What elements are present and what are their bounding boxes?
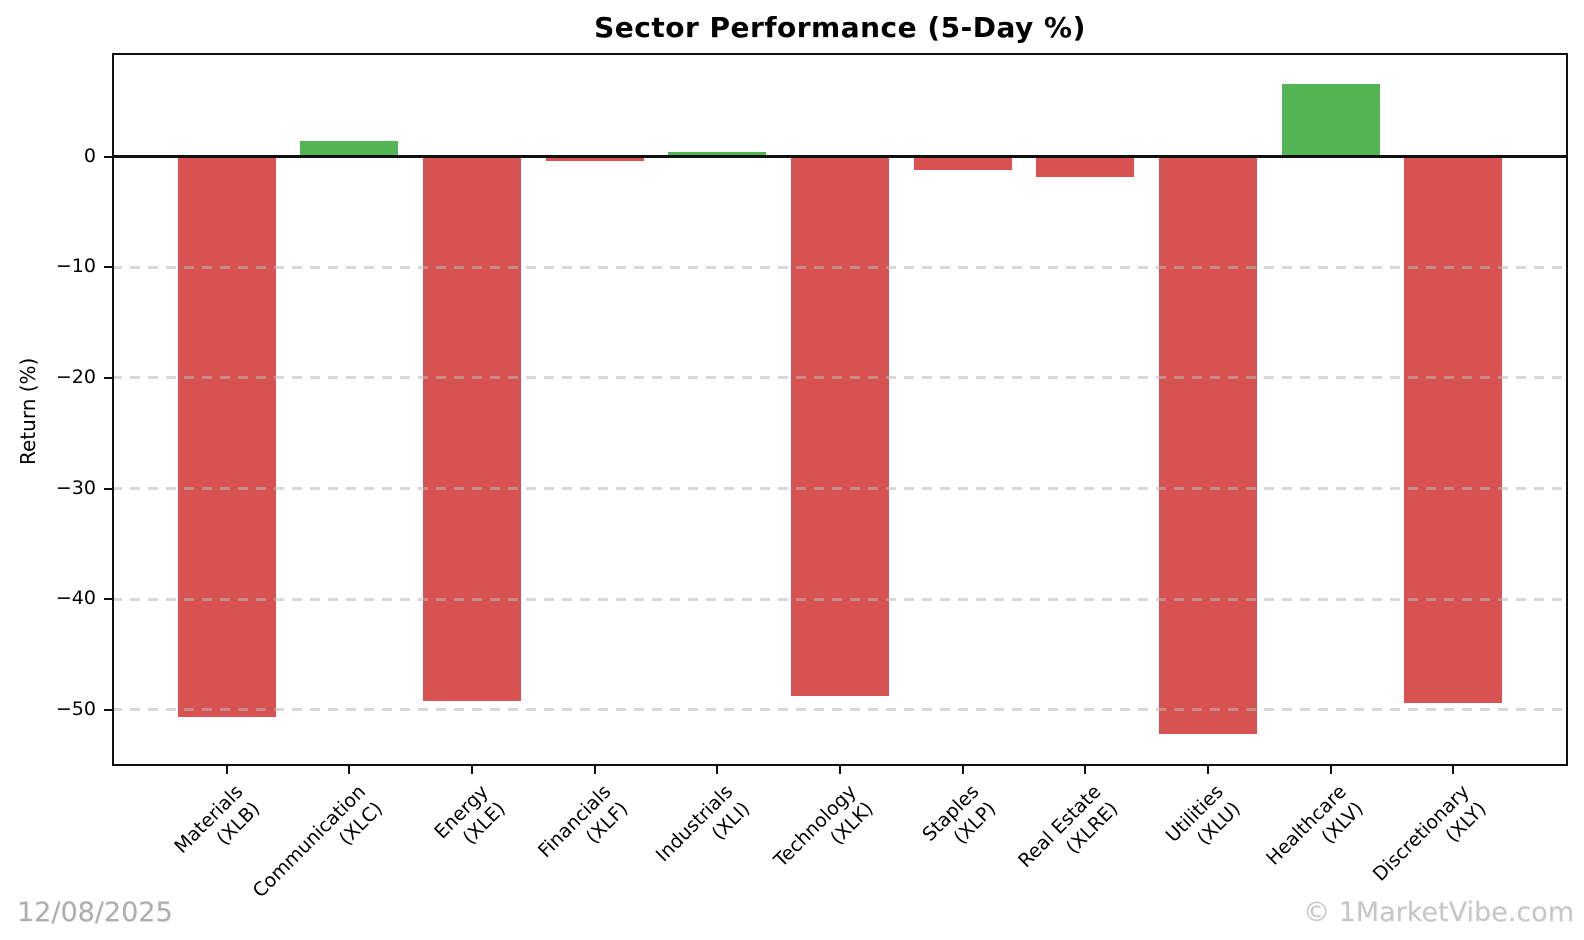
x-tick xyxy=(593,766,596,774)
x-tick-label-xlc: Communication (XLC) xyxy=(248,780,388,920)
bar-xlc xyxy=(300,141,399,157)
bar-xlk xyxy=(790,156,890,697)
date-watermark: 12/08/2025 xyxy=(17,897,173,928)
bar-xly xyxy=(1404,156,1503,703)
gridline-y-10 xyxy=(112,265,1568,269)
x-tick-label-xlu: Utilities (XLU) xyxy=(1161,780,1246,865)
y-tick xyxy=(104,266,112,269)
y-tick-label: −50 xyxy=(55,697,96,720)
bar-xlu xyxy=(1158,156,1257,734)
y-tick xyxy=(104,376,112,379)
y-tick-label: −40 xyxy=(55,587,96,610)
bar-xlf xyxy=(545,156,644,161)
x-tick-label-xlv: Healthcare (XLV) xyxy=(1261,780,1368,887)
x-tick xyxy=(1452,766,1455,774)
y-tick-label: 0 xyxy=(83,144,96,167)
x-tick xyxy=(1206,766,1209,774)
bar-xlp xyxy=(913,156,1012,171)
x-tick xyxy=(225,766,228,774)
x-tick-label-xlb: Materials (XLB) xyxy=(169,780,265,876)
x-tick xyxy=(471,766,474,774)
x-tick xyxy=(1329,766,1332,774)
gridline-y-20 xyxy=(112,376,1568,380)
brand-watermark: © 1MarketVibe.com xyxy=(1303,897,1574,928)
x-tick xyxy=(1084,766,1087,774)
bar-xlv xyxy=(1281,83,1380,157)
x-tick xyxy=(348,766,351,774)
bar-xli xyxy=(668,152,767,157)
y-tick-label: −10 xyxy=(55,255,96,278)
x-tick-label-xlf: Financials (XLF) xyxy=(533,780,633,880)
y-tick xyxy=(104,598,112,601)
x-tick xyxy=(839,766,841,774)
x-tick xyxy=(716,766,719,774)
x-tick-label-xli: Industrials (XLI) xyxy=(651,780,755,884)
y-tick xyxy=(104,708,112,711)
gridline-y-40 xyxy=(112,597,1568,601)
bar-xlre xyxy=(1036,156,1135,177)
gridline-y-50 xyxy=(112,708,1568,712)
x-tick-label-xly: Discretionary (XLY) xyxy=(1368,780,1491,903)
gridline-y-30 xyxy=(112,487,1568,491)
y-tick-label: −30 xyxy=(55,476,96,499)
x-tick-label-xlp: Staples (XLP) xyxy=(917,780,1001,864)
x-tick-label-xle: Energy (XLE) xyxy=(429,780,510,861)
y-tick xyxy=(104,155,112,158)
y-tick xyxy=(104,487,112,490)
y-tick-label: −20 xyxy=(55,365,96,388)
x-tick xyxy=(961,766,964,774)
bar-xlb xyxy=(177,156,276,718)
zero-baseline xyxy=(112,155,1568,159)
bar-xle xyxy=(423,156,522,701)
plot-area xyxy=(112,53,1568,766)
x-tick-label-xlre: Real Estate (XLRE) xyxy=(1014,780,1124,890)
chart-title: Sector Performance (5-Day %) xyxy=(594,11,1086,44)
x-tick-label-xlk: Technology (XLK) xyxy=(769,780,878,889)
